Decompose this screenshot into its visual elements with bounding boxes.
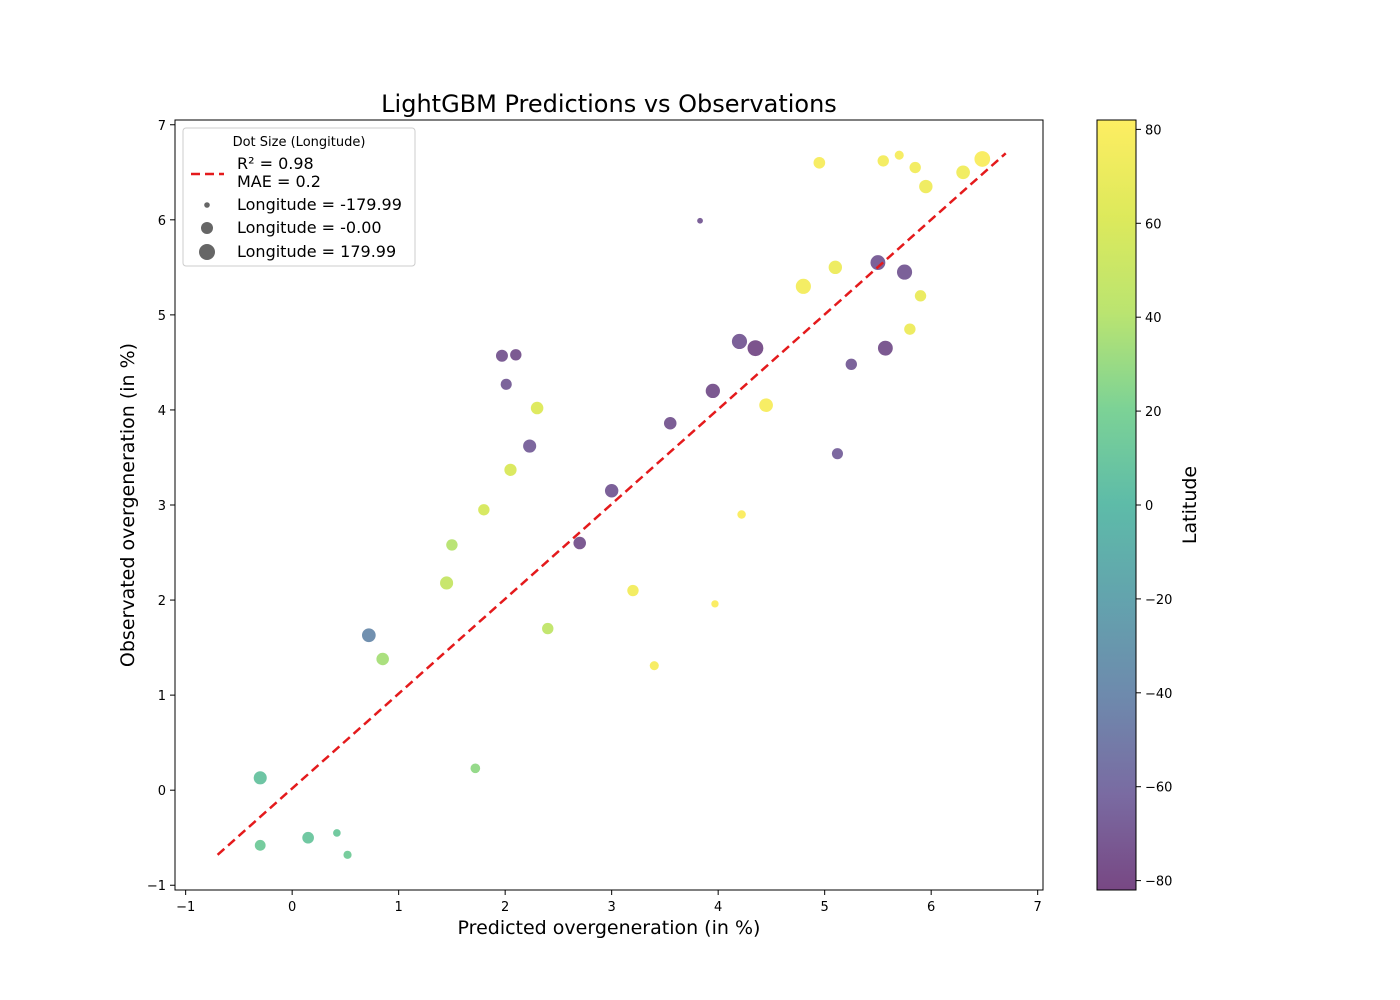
colorbar-tick-label: −40 <box>1145 687 1172 702</box>
colorbar: 80 60 40 20 0 −20 −40 −60 −80 Latitude <box>1096 119 1201 891</box>
legend-size-marker-medium <box>201 222 213 234</box>
scatter-point <box>302 831 314 844</box>
scatter-point <box>343 850 352 859</box>
scatter-point <box>604 484 619 498</box>
scatter-point <box>747 340 764 357</box>
y-tick-label: 2 <box>158 594 166 609</box>
colorbar-ticks: 80 60 40 20 0 −20 −40 −60 −80 <box>1136 123 1172 890</box>
x-tick-label: 6 <box>927 900 935 915</box>
scatter-point <box>495 349 508 362</box>
scatter-point <box>737 510 746 519</box>
scatter-point <box>649 661 659 671</box>
scatter-point <box>440 576 454 590</box>
y-tick-label: 7 <box>158 119 166 134</box>
x-tick-label: 4 <box>714 900 722 915</box>
scatter-point <box>813 156 826 169</box>
scatter-point <box>956 165 970 180</box>
scatter-point <box>470 763 481 774</box>
x-axis-label: Predicted overgeneration (in %) <box>458 917 761 939</box>
y-tick-label: 3 <box>158 499 166 514</box>
scatter-point <box>530 401 544 415</box>
x-tick-label: 7 <box>1034 900 1042 915</box>
x-tick-label: 2 <box>501 900 509 915</box>
scatter-point <box>446 539 458 551</box>
colorbar-tick-label: −80 <box>1145 875 1172 890</box>
scatter-point <box>795 278 811 294</box>
y-tick-label: 6 <box>158 214 166 229</box>
legend-title: Dot Size (Longitude) <box>233 135 366 150</box>
legend-box <box>182 127 416 267</box>
scatter-point <box>845 358 857 370</box>
y-tick-label: 4 <box>158 404 166 419</box>
scatter-point <box>974 151 991 167</box>
scatter-point <box>504 463 517 476</box>
legend-mae-label: MAE = 0.2 <box>237 172 321 191</box>
y-axis-label: Observated overgeneration (in %) <box>117 343 139 667</box>
colorbar-tick-label: 80 <box>1145 123 1162 138</box>
y-tick-label: 0 <box>158 784 166 799</box>
legend-r2-label: R² = 0.98 <box>237 154 314 173</box>
scatter-point <box>870 255 886 271</box>
scatter-point <box>711 600 719 608</box>
scatter-point <box>627 584 639 597</box>
scatter-point <box>333 829 341 837</box>
x-tick-label: 5 <box>821 900 829 915</box>
scatter-point <box>909 161 921 174</box>
y-tick-label: −1 <box>147 879 166 894</box>
scatter-point <box>542 622 554 635</box>
scatter-points <box>253 150 991 859</box>
legend-size-label-small: Longitude = -179.99 <box>237 195 402 214</box>
scatter-point <box>894 150 904 160</box>
scatter-point <box>705 383 720 399</box>
x-tick-label: −1 <box>176 900 195 915</box>
colorbar-tick-label: −60 <box>1145 781 1172 796</box>
x-tick-label: 3 <box>608 900 616 915</box>
scatter-point <box>663 416 677 430</box>
scatter-point <box>914 290 927 302</box>
scatter-point <box>510 349 522 361</box>
colorbar-tick-label: 20 <box>1145 405 1162 420</box>
chart-title: LightGBM Predictions vs Observations <box>381 90 837 118</box>
scatter-point <box>831 448 843 460</box>
colorbar-gradient <box>1096 119 1137 891</box>
legend-size-marker-large <box>199 244 215 260</box>
scatter-point <box>877 155 889 167</box>
scatter-point <box>361 628 376 643</box>
colorbar-tick-label: 40 <box>1145 311 1162 326</box>
scatter-point <box>478 504 490 516</box>
colorbar-tick-label: −20 <box>1145 593 1172 608</box>
legend-size-marker-small <box>204 202 210 208</box>
scatter-point <box>919 179 933 194</box>
legend-size-label-medium: Longitude = -0.00 <box>237 218 382 237</box>
scatter-point <box>523 439 537 453</box>
colorbar-tick-label: 0 <box>1145 499 1153 514</box>
scatter-point <box>828 260 843 275</box>
scatter-point <box>697 217 703 224</box>
scatter-point <box>904 323 916 335</box>
x-tick-label: 1 <box>395 900 403 915</box>
reference-line <box>216 152 1007 856</box>
scatter-point <box>877 340 893 356</box>
y-axis-ticks: −1 0 1 2 3 4 5 6 7 <box>147 119 175 894</box>
legend-size-label-large: Longitude = 179.99 <box>237 242 396 261</box>
scatter-point <box>254 839 266 851</box>
scatter-point <box>896 264 913 280</box>
colorbar-tick-label: 60 <box>1145 217 1162 232</box>
colorbar-label: Latitude <box>1179 466 1201 544</box>
x-tick-label: 0 <box>288 900 296 915</box>
scatter-point <box>573 536 586 550</box>
scatter-point <box>500 378 512 390</box>
legend: Dot Size (Longitude) R² = 0.98 MAE = 0.2… <box>182 127 416 267</box>
y-tick-label: 1 <box>158 689 166 704</box>
scatter-point <box>253 771 267 785</box>
x-axis-ticks: −1 0 1 2 3 4 5 6 7 <box>176 890 1042 915</box>
y-tick-label: 5 <box>158 309 166 324</box>
scatter-point <box>376 652 389 666</box>
scatter-point <box>731 333 748 350</box>
scatter-point <box>759 398 773 413</box>
